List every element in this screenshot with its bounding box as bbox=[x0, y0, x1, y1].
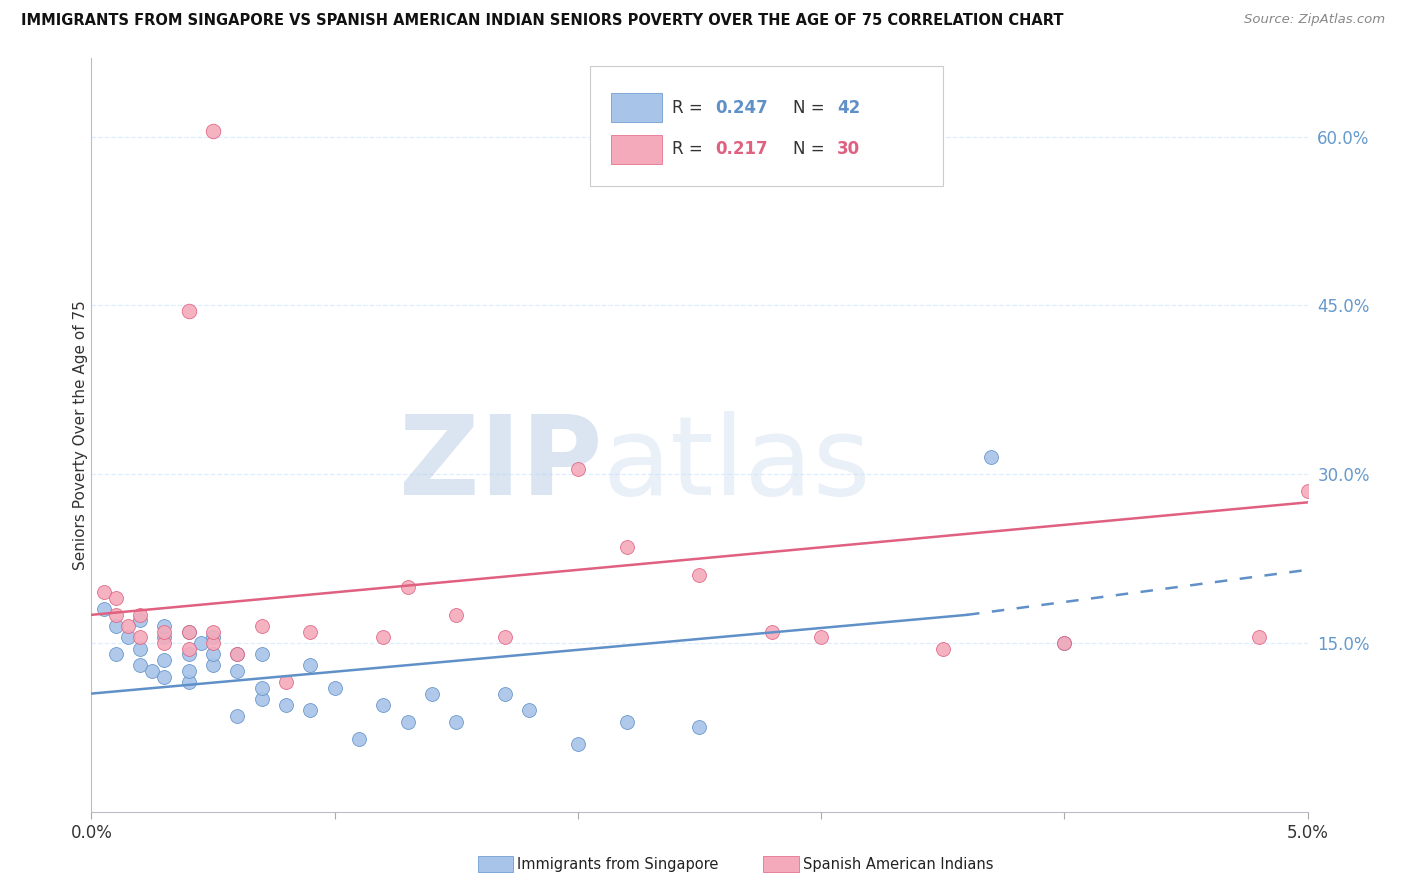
Point bbox=[250, 619, 273, 633]
Point bbox=[104, 591, 127, 605]
Text: Spanish American Indians: Spanish American Indians bbox=[803, 857, 993, 871]
Point bbox=[250, 692, 273, 706]
Point bbox=[810, 631, 832, 645]
Point bbox=[93, 602, 115, 616]
Point bbox=[177, 664, 200, 678]
Point bbox=[494, 631, 516, 645]
Text: Source: ZipAtlas.com: Source: ZipAtlas.com bbox=[1244, 13, 1385, 27]
Point bbox=[141, 664, 163, 678]
Point bbox=[129, 631, 152, 645]
Point bbox=[202, 658, 225, 673]
Point bbox=[202, 636, 225, 650]
Point bbox=[373, 631, 395, 645]
Point bbox=[1247, 631, 1270, 645]
Text: 30: 30 bbox=[837, 140, 860, 158]
Point bbox=[104, 619, 127, 633]
Point bbox=[1053, 636, 1076, 650]
Point bbox=[129, 614, 152, 628]
Point bbox=[616, 541, 638, 555]
Point bbox=[93, 585, 115, 599]
Point bbox=[129, 641, 152, 656]
Point bbox=[202, 624, 225, 639]
Point bbox=[323, 681, 346, 695]
Point bbox=[299, 703, 322, 717]
Point bbox=[153, 624, 176, 639]
Text: atlas: atlas bbox=[602, 411, 870, 518]
Point bbox=[347, 731, 370, 746]
Text: 42: 42 bbox=[837, 99, 860, 117]
Text: Immigrants from Singapore: Immigrants from Singapore bbox=[517, 857, 718, 871]
Point bbox=[567, 737, 589, 751]
Point bbox=[117, 619, 139, 633]
Point bbox=[396, 714, 419, 729]
Point bbox=[226, 709, 249, 723]
Point bbox=[274, 698, 297, 712]
Point bbox=[299, 624, 322, 639]
Point bbox=[153, 670, 176, 684]
FancyBboxPatch shape bbox=[591, 65, 942, 186]
Text: IMMIGRANTS FROM SINGAPORE VS SPANISH AMERICAN INDIAN SENIORS POVERTY OVER THE AG: IMMIGRANTS FROM SINGAPORE VS SPANISH AME… bbox=[21, 13, 1063, 29]
Point bbox=[444, 714, 467, 729]
Text: 0.247: 0.247 bbox=[716, 99, 768, 117]
Point bbox=[226, 664, 249, 678]
Point bbox=[177, 675, 200, 690]
Point bbox=[153, 631, 176, 645]
Point bbox=[129, 607, 152, 622]
Point bbox=[153, 636, 176, 650]
Text: R =: R = bbox=[672, 99, 707, 117]
Point bbox=[177, 304, 200, 318]
Text: R =: R = bbox=[672, 140, 707, 158]
Point bbox=[177, 641, 200, 656]
Point bbox=[274, 675, 297, 690]
Point bbox=[688, 568, 710, 582]
Point bbox=[299, 658, 322, 673]
Point bbox=[688, 720, 710, 734]
Point bbox=[517, 703, 540, 717]
Text: 0.217: 0.217 bbox=[716, 140, 768, 158]
Point bbox=[104, 607, 127, 622]
Point bbox=[373, 698, 395, 712]
Point bbox=[202, 647, 225, 661]
Point bbox=[1053, 636, 1076, 650]
Point bbox=[153, 619, 176, 633]
Point bbox=[931, 641, 953, 656]
Text: ZIP: ZIP bbox=[399, 411, 602, 518]
Point bbox=[980, 450, 1002, 465]
Point bbox=[129, 658, 152, 673]
Point bbox=[177, 624, 200, 639]
Text: N =: N = bbox=[793, 140, 830, 158]
Bar bbox=[610, 135, 662, 163]
Point bbox=[567, 461, 589, 475]
Point bbox=[494, 687, 516, 701]
Point bbox=[444, 607, 467, 622]
Point bbox=[190, 636, 212, 650]
Point bbox=[616, 714, 638, 729]
Bar bbox=[610, 94, 662, 122]
Point bbox=[153, 653, 176, 667]
Point bbox=[226, 647, 249, 661]
Point bbox=[117, 631, 139, 645]
Point bbox=[202, 631, 225, 645]
Y-axis label: Seniors Poverty Over the Age of 75: Seniors Poverty Over the Age of 75 bbox=[73, 300, 87, 570]
Point bbox=[420, 687, 443, 701]
Point bbox=[761, 624, 783, 639]
Point bbox=[177, 647, 200, 661]
Point bbox=[202, 124, 225, 138]
Point bbox=[177, 624, 200, 639]
Point bbox=[226, 647, 249, 661]
Point bbox=[104, 647, 127, 661]
Point bbox=[250, 647, 273, 661]
Point bbox=[250, 681, 273, 695]
Point bbox=[396, 580, 419, 594]
Point bbox=[1296, 484, 1319, 499]
Text: N =: N = bbox=[793, 99, 830, 117]
